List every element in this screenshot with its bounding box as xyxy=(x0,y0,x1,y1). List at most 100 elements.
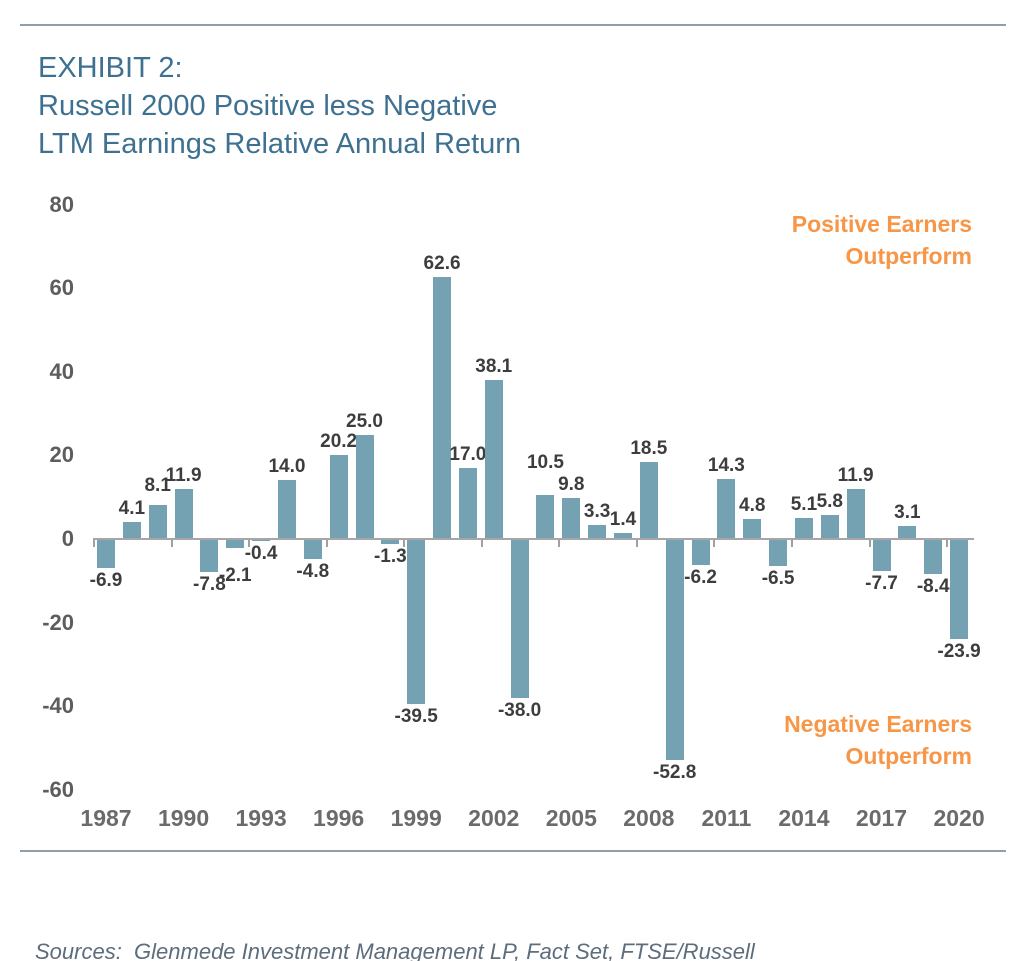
x-axis-tick-0 xyxy=(93,540,95,547)
y-axis-label--40: -40 xyxy=(42,693,74,719)
bar-2020 xyxy=(950,539,969,639)
value-label-2001: 17.0 xyxy=(449,443,487,465)
bar-2007 xyxy=(614,533,632,539)
value-label-1990: 11.9 xyxy=(165,465,202,487)
bar-2013 xyxy=(769,539,788,567)
x-axis-tick-4 xyxy=(403,540,406,547)
x-axis-label-1999: 1999 xyxy=(390,805,442,831)
bar-2006 xyxy=(588,525,607,539)
bar-2019 xyxy=(924,539,943,575)
bar-2004 xyxy=(536,495,555,539)
value-label-2012: 4.8 xyxy=(739,494,766,516)
value-label-2014: 5.1 xyxy=(790,493,818,515)
bar-2012 xyxy=(743,518,762,539)
y-axis-label-60: 60 xyxy=(49,275,74,301)
value-label-2011: 14.3 xyxy=(707,455,745,477)
x-axis-tick-2 xyxy=(248,540,251,547)
y-axis-label-20: 20 xyxy=(49,442,74,468)
value-label-2003: -38.0 xyxy=(497,699,542,721)
bar-2018 xyxy=(898,526,917,539)
y-axis-label--60: -60 xyxy=(42,776,74,802)
x-axis-label-2014: 2014 xyxy=(778,805,830,831)
value-label-1988: 4.1 xyxy=(118,497,146,519)
y-axis-label--20: -20 xyxy=(42,609,74,635)
x-axis-tick-7 xyxy=(635,540,638,547)
x-axis-tick-9 xyxy=(790,540,793,547)
bar-2011 xyxy=(717,479,736,539)
value-label-2018: 3.1 xyxy=(894,502,921,524)
value-label-2000: 62.6 xyxy=(423,253,461,275)
value-label-1997: 25.0 xyxy=(346,410,383,432)
exhibit-label: EXHIBIT 2: xyxy=(38,52,183,84)
bar-1997 xyxy=(355,434,374,539)
value-label-1987: -6.9 xyxy=(89,569,123,591)
value-label-2008: 18.5 xyxy=(630,437,668,459)
y-axis-label-0: 0 xyxy=(61,526,74,551)
annotation-negative-line-1: Negative Earners xyxy=(784,711,972,737)
top-divider xyxy=(20,24,1006,26)
bar-2005 xyxy=(562,498,581,539)
x-axis-label-2005: 2005 xyxy=(545,805,597,831)
value-label-2004: 10.5 xyxy=(526,452,564,474)
bar-1998 xyxy=(381,539,400,545)
x-axis-tick-8 xyxy=(713,540,716,547)
bar-2017 xyxy=(872,539,891,572)
bar-1994 xyxy=(277,480,296,539)
y-axis-label-80: 80 xyxy=(49,191,74,217)
x-axis-tick-5 xyxy=(480,540,483,547)
annotation-positive-earners: Positive Earners Outperform xyxy=(792,208,972,272)
sources-line: Sources: Glenmede Investment Management … xyxy=(35,939,755,961)
title-line-1: Russell 2000 Positive less Negative xyxy=(38,90,498,122)
bottom-divider xyxy=(20,850,1006,852)
value-label-1999: -39.5 xyxy=(394,706,438,728)
value-label-2010: -6.2 xyxy=(684,566,717,588)
annotation-positive-line-2: Outperform xyxy=(845,243,973,269)
y-axis-label-40: 40 xyxy=(49,358,74,384)
annotation-positive-line-1: Positive Earners xyxy=(791,211,972,237)
bar-1990 xyxy=(174,489,193,539)
source-note: Sources: Glenmede Investment Management … xyxy=(35,864,803,961)
value-label-2002: 38.1 xyxy=(475,355,513,377)
bar-2014 xyxy=(794,517,813,539)
bar-2009 xyxy=(665,539,684,760)
value-label-2020: -23.9 xyxy=(937,640,981,662)
annotation-negative-line-2: Outperform xyxy=(845,743,973,769)
bar-1995 xyxy=(303,539,322,560)
x-axis-line xyxy=(93,538,974,540)
value-label-2005: 9.8 xyxy=(558,474,585,496)
value-label-1993: -0.4 xyxy=(244,542,278,564)
x-axis-tick-6 xyxy=(558,540,561,547)
bar-2016 xyxy=(846,489,865,539)
value-label-2016: 11.9 xyxy=(837,465,874,487)
x-axis-label-1987: 1987 xyxy=(80,805,132,831)
bar-2000 xyxy=(433,277,452,539)
value-label-1994: 14.0 xyxy=(268,456,306,478)
value-label-2006: 3.3 xyxy=(583,501,611,523)
value-label-2013: -6.5 xyxy=(761,568,795,590)
x-axis-label-2008: 2008 xyxy=(623,805,675,831)
bar-1989 xyxy=(148,505,167,539)
x-axis-tick-1 xyxy=(170,540,173,547)
bar-1999 xyxy=(407,539,426,705)
value-label-2019: -8.4 xyxy=(916,576,950,598)
x-axis-label-1990: 1990 xyxy=(157,805,210,831)
value-label-1991: -7.8 xyxy=(193,573,226,595)
x-axis-tick-11 xyxy=(946,540,949,547)
value-label-1998: -1.3 xyxy=(373,546,407,568)
value-label-2007: 1.4 xyxy=(609,509,637,531)
bar-1988 xyxy=(122,521,141,539)
annotation-negative-earners: Negative Earners Outperform xyxy=(784,708,972,772)
chart-title-block: EXHIBIT 2: Russell 2000 Positive less Ne… xyxy=(38,49,521,163)
x-axis-label-2011: 2011 xyxy=(701,805,752,831)
x-axis-label-2002: 2002 xyxy=(468,805,520,831)
bar-1992 xyxy=(226,539,245,548)
x-axis-label-2020: 2020 xyxy=(933,805,985,831)
bar-1996 xyxy=(329,454,348,539)
value-label-2017: -7.7 xyxy=(865,573,898,595)
value-label-1995: -4.8 xyxy=(296,561,330,583)
bar-2008 xyxy=(639,461,658,539)
x-axis-label-1993: 1993 xyxy=(235,805,287,831)
x-axis-tick-3 xyxy=(325,540,328,547)
